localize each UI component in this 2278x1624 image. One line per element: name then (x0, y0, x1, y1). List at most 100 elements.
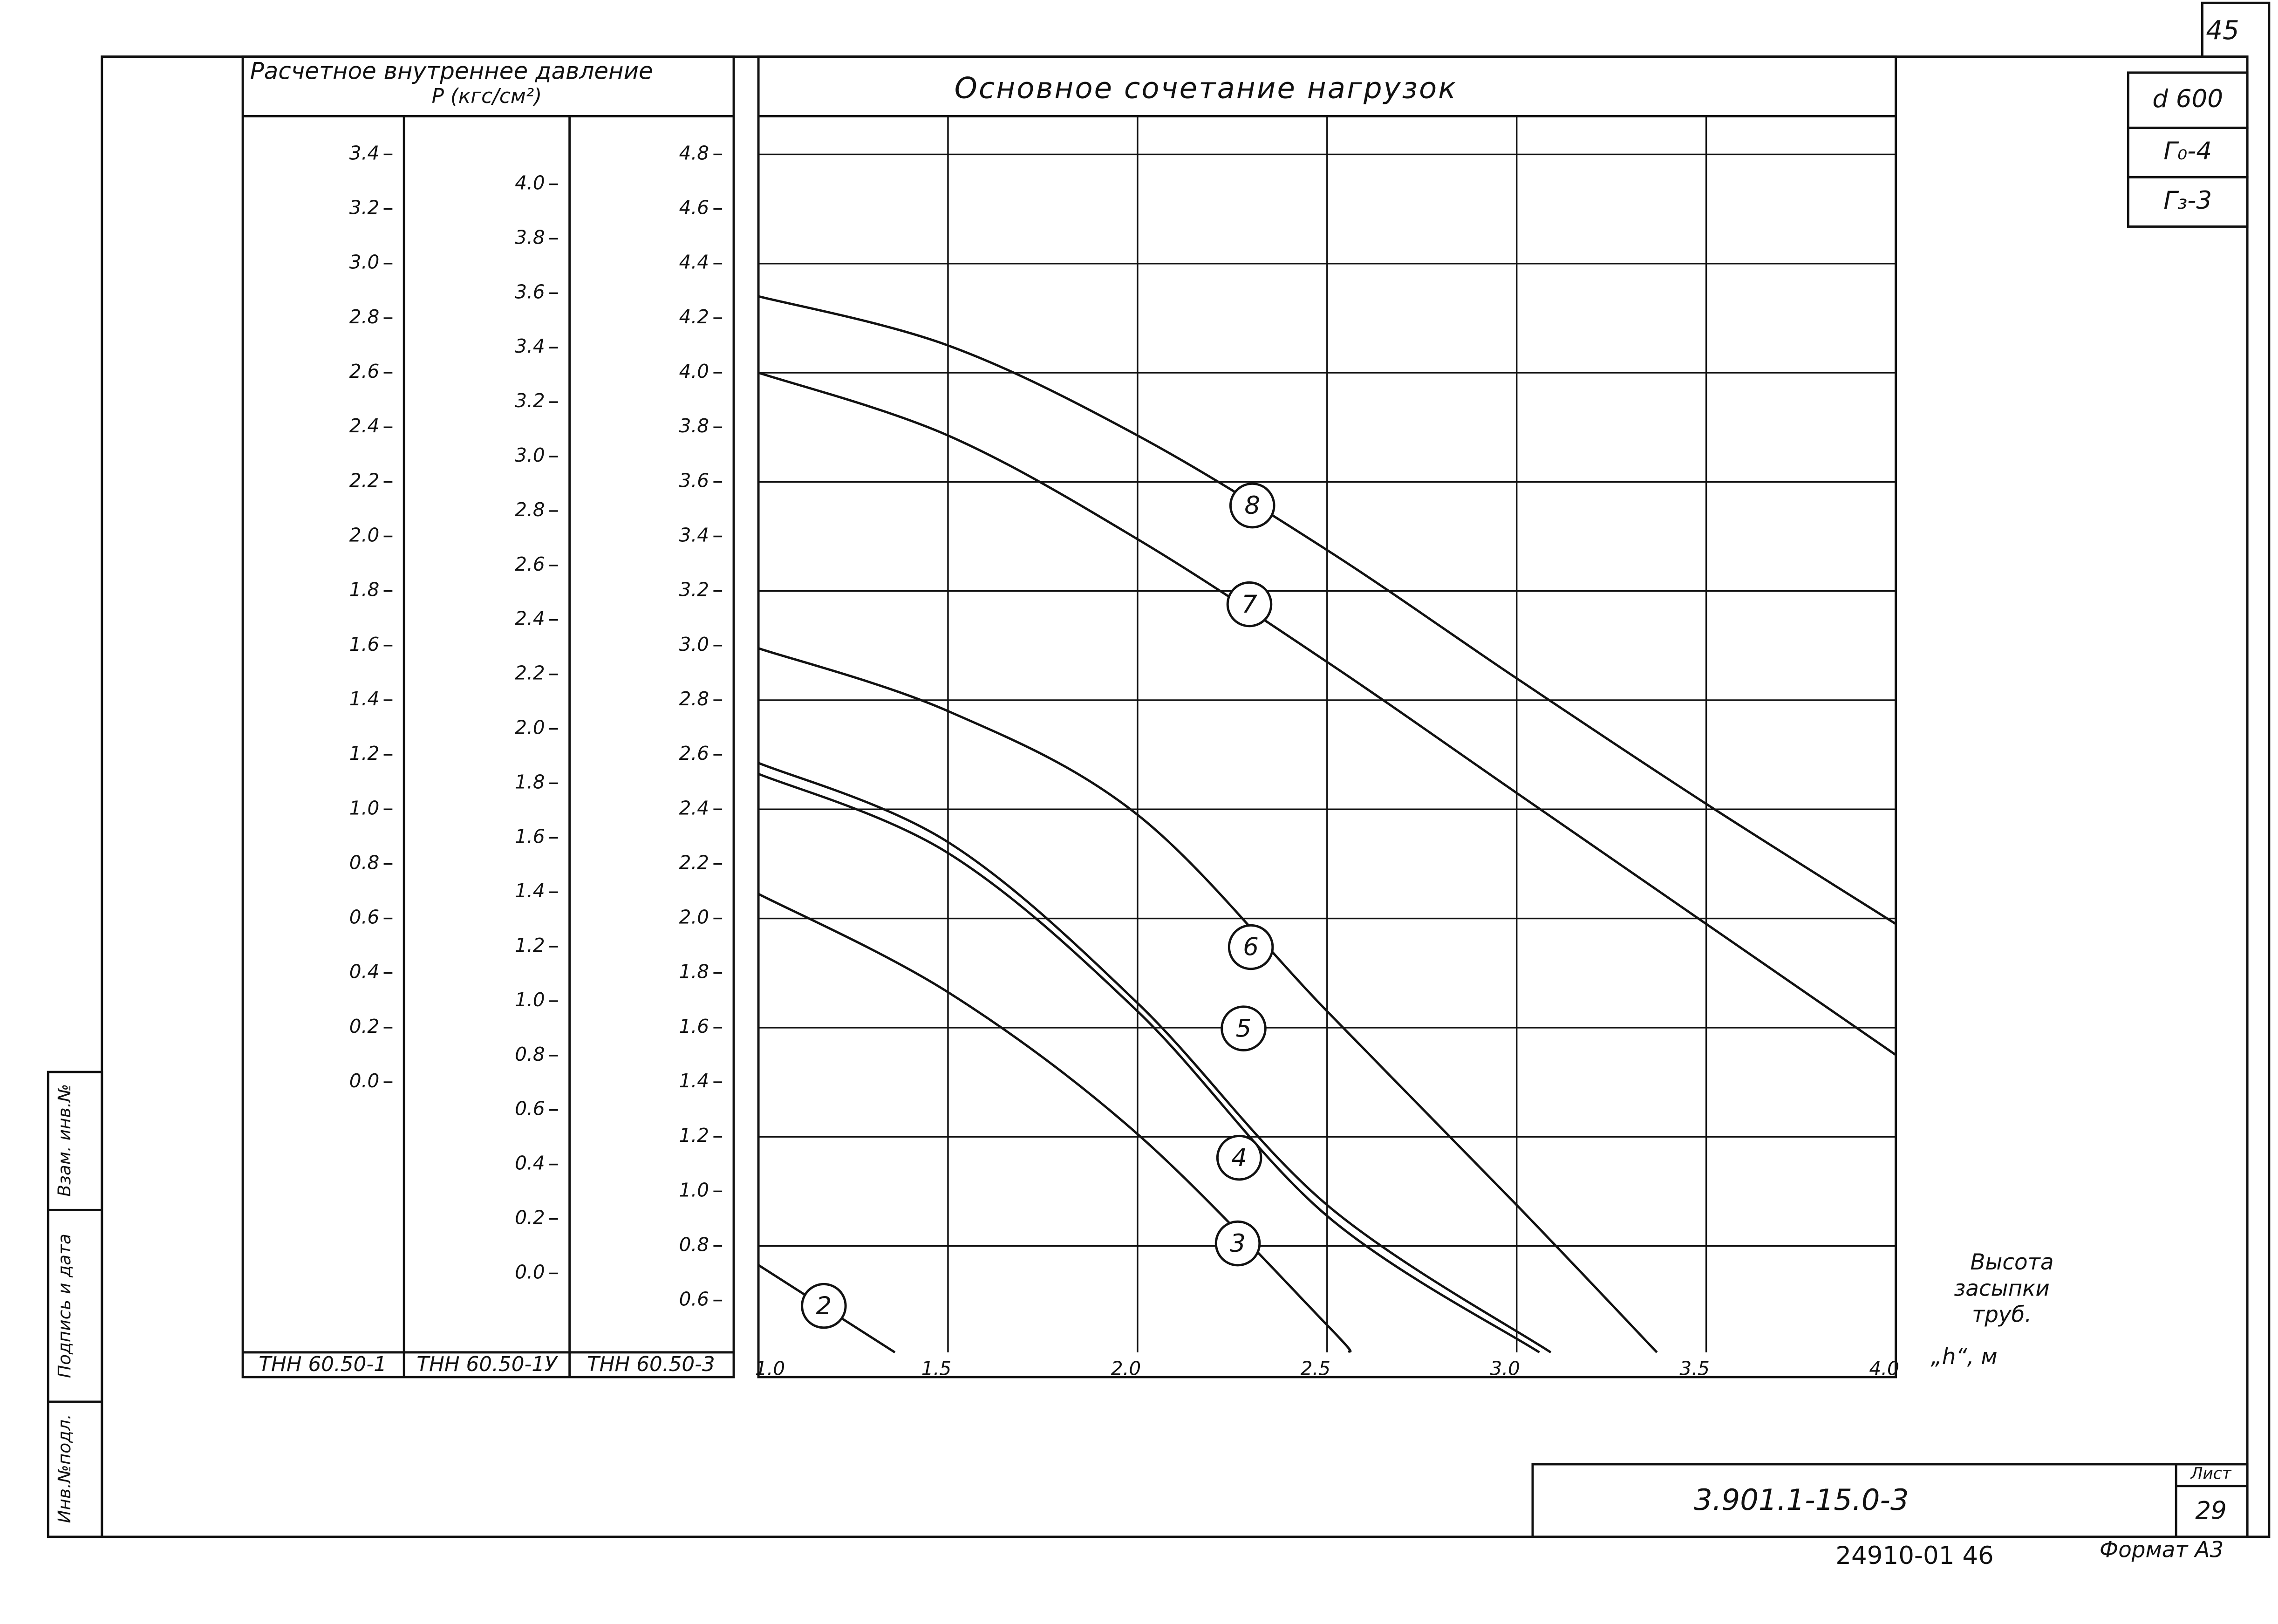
y-tick-label: 2.2 (515, 662, 545, 684)
y-tick-label: 0.0 (349, 1070, 379, 1092)
y-tick-label: 1.2 (679, 1124, 709, 1146)
sheet-label: Лист (2190, 1464, 2232, 1483)
x-tick-label: 3.5 (1679, 1357, 1709, 1379)
y-tick-label: 4.2 (679, 306, 709, 328)
curve (758, 772, 1540, 1354)
side-stamp (47, 1071, 103, 1538)
y-tick-label: 4.0 (515, 172, 545, 194)
y-tick-label: 2.4 (349, 415, 379, 437)
side-label: Подпись и дата (54, 1234, 75, 1378)
y-tick-label: 1.0 (515, 989, 545, 1011)
curve-label-circle (1226, 581, 1273, 628)
param-box (2127, 176, 2249, 228)
y-tick-label: 3.2 (679, 579, 709, 601)
curve-label: 5 (1236, 1014, 1252, 1043)
y-tick-label: 3.0 (515, 444, 545, 466)
y-tick-label: 3.4 (515, 335, 545, 357)
y-tick-label: 3.4 (679, 524, 709, 546)
curve-label: 8 (1244, 491, 1260, 520)
y-tick-label: 2.0 (515, 716, 545, 738)
y-tick-label: 2.6 (349, 360, 379, 382)
y-tick-label: 0.8 (515, 1043, 545, 1065)
y-tick-label: 1.2 (515, 934, 545, 956)
side-label: Инв.№подл. (54, 1414, 75, 1523)
y-tick-label: 3.8 (679, 415, 709, 437)
param: Г₃-3 (2163, 186, 2212, 215)
y-tick-label: 3.6 (679, 469, 709, 491)
y-tick-label: 3.4 (349, 142, 379, 164)
y-tick-label: 2.6 (515, 553, 545, 575)
y-tick-label: 3.2 (515, 389, 545, 412)
curve-label: 2 (816, 1292, 832, 1320)
curve-label: 7 (1241, 590, 1257, 619)
y-tick-label: 1.0 (349, 797, 379, 819)
y-tick-label: 4.8 (679, 142, 709, 164)
y-tick-label: 1.8 (349, 579, 379, 601)
y-tick-label: 3.8 (515, 226, 545, 248)
y-tick-label: 0.6 (349, 906, 379, 928)
curve-label: 6 (1243, 933, 1259, 962)
curve-label: 3 (1230, 1229, 1246, 1258)
axis-name: ТНН 60.50-3 (587, 1352, 715, 1376)
x-tick-label: 2.5 (1301, 1357, 1330, 1379)
y-tick-label: 2.4 (679, 797, 709, 819)
y-tick-label: 1.6 (515, 825, 545, 847)
y-tick-label: 1.2 (349, 742, 379, 764)
x-tick-label: 1.5 (921, 1357, 951, 1379)
y-tick-label: 0.8 (679, 1233, 709, 1256)
curve-label: 4 (1231, 1144, 1247, 1172)
sheet-number: 29 (2195, 1497, 2226, 1525)
page-number: 45 (2206, 15, 2239, 46)
param: d 600 (2152, 85, 2223, 113)
y-tick-label: 1.8 (679, 961, 709, 983)
y-tick-label: 1.4 (515, 880, 545, 902)
y-tick-label: 0.2 (349, 1015, 379, 1037)
y-tick-label: 1.6 (349, 633, 379, 655)
y-tick-label: 0.2 (515, 1207, 545, 1229)
y-tick-label: 2.2 (349, 469, 379, 491)
y-tick-label: 4.6 (679, 197, 709, 219)
curve (758, 762, 1552, 1354)
y-tick-label: 2.8 (679, 688, 709, 710)
curve (758, 295, 1896, 925)
y-tick-label: 0.6 (679, 1288, 709, 1310)
side-label: Взам. инв.№ (54, 1084, 75, 1197)
y-header-unit: P (кгс/см²) (432, 84, 542, 108)
y-tick-label: 2.0 (679, 906, 709, 928)
curve-label-circle (1228, 924, 1274, 970)
curve (757, 893, 1352, 1353)
curve-label-circle (1216, 1134, 1262, 1181)
curve-label-circle (801, 1283, 847, 1329)
x-axis-label: „h“, м (1931, 1344, 1998, 1370)
y-tick-label: 0.6 (515, 1098, 545, 1120)
y-tick-label: 1.8 (515, 771, 545, 793)
y-tick-label: 2.8 (515, 498, 545, 521)
x-tick-label: 3.0 (1490, 1357, 1520, 1379)
y-tick-label: 1.4 (679, 1070, 709, 1092)
y-tick-label: 3.2 (349, 197, 379, 219)
chart-title: Основное сочетание нагрузок (955, 71, 1457, 105)
y-tick-label: 0.8 (349, 851, 379, 873)
archive-number: 24910-01 46 (1835, 1542, 1993, 1570)
y-tick-label: 4.0 (679, 360, 709, 382)
y-tick-label: 2.2 (679, 851, 709, 873)
y-tick-label: 2.4 (515, 607, 545, 630)
corner-box (2201, 1, 2271, 1538)
y-tick-label: 2.6 (679, 742, 709, 764)
format: Формат А3 (2100, 1538, 2223, 1563)
axis-panel (241, 55, 735, 1378)
y-tick-label: 1.4 (349, 688, 379, 710)
y-tick-label: 0.0 (515, 1261, 545, 1283)
curve (758, 371, 1896, 1056)
param: Г₀-4 (2163, 137, 2212, 165)
curve-label-circle (1221, 1005, 1267, 1051)
y-tick-label: 4.4 (679, 251, 709, 273)
curve-label-circle (1214, 1220, 1261, 1267)
axis-name: ТНН 60.50-1 (259, 1352, 387, 1376)
y-header: Расчетное внутреннее давление (250, 57, 653, 84)
x-tick-label: 2.0 (1111, 1357, 1141, 1379)
x-axis-label: засыпки (1954, 1276, 2049, 1301)
y-tick-label: 2.0 (349, 524, 379, 546)
